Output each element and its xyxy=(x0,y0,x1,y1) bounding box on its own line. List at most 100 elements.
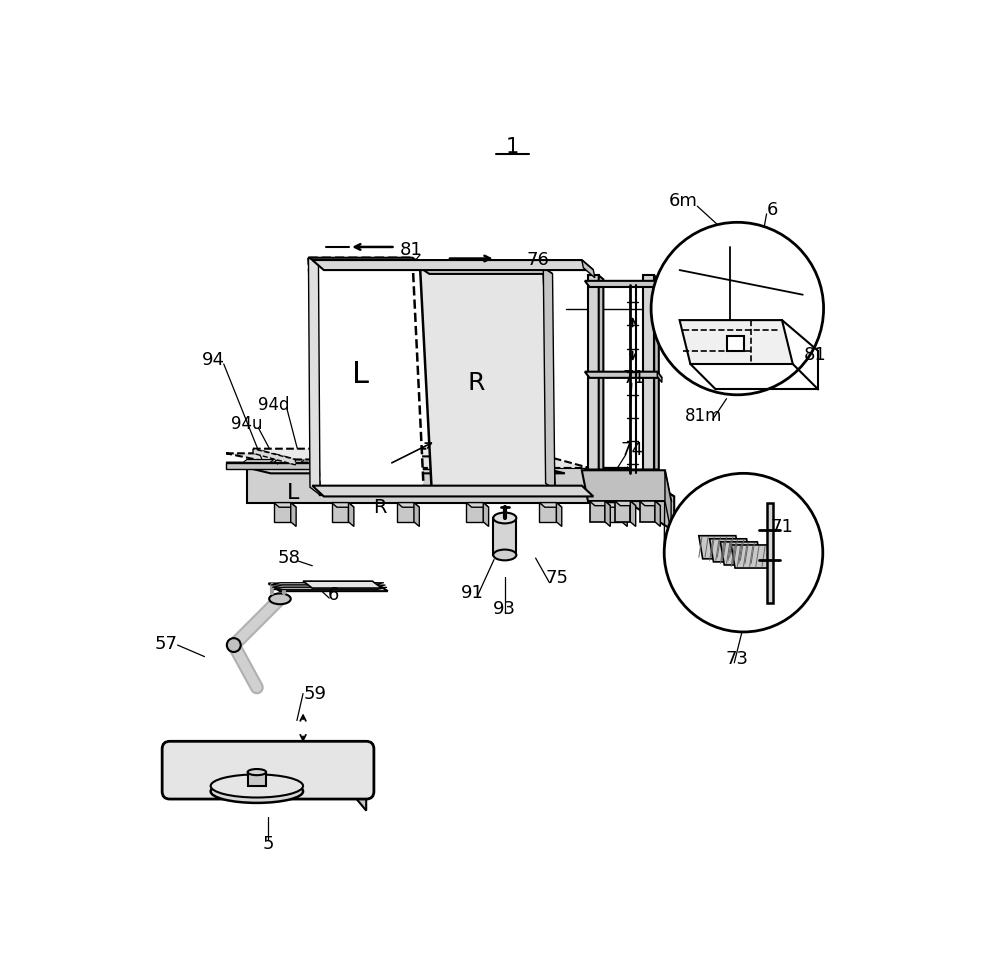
Polygon shape xyxy=(308,460,339,463)
Text: 5: 5 xyxy=(263,835,274,853)
Text: 1: 1 xyxy=(506,137,519,157)
Polygon shape xyxy=(332,503,348,521)
Polygon shape xyxy=(585,469,662,475)
Polygon shape xyxy=(710,539,750,562)
Polygon shape xyxy=(657,281,662,292)
Polygon shape xyxy=(657,469,662,480)
Text: 94: 94 xyxy=(202,351,225,369)
Polygon shape xyxy=(348,503,354,526)
Polygon shape xyxy=(655,501,660,526)
Polygon shape xyxy=(397,503,414,521)
Text: 81: 81 xyxy=(399,241,422,259)
Polygon shape xyxy=(622,503,627,526)
Polygon shape xyxy=(274,587,387,590)
Polygon shape xyxy=(226,463,520,468)
Polygon shape xyxy=(347,764,366,810)
Ellipse shape xyxy=(269,594,291,605)
Polygon shape xyxy=(543,268,555,489)
Polygon shape xyxy=(720,542,761,564)
Text: 76: 76 xyxy=(526,251,549,270)
Polygon shape xyxy=(274,503,296,508)
Polygon shape xyxy=(657,371,662,382)
Polygon shape xyxy=(654,275,659,499)
Polygon shape xyxy=(414,503,419,526)
Polygon shape xyxy=(731,545,772,568)
Text: 81: 81 xyxy=(804,346,826,364)
Polygon shape xyxy=(248,772,266,786)
Polygon shape xyxy=(170,764,347,788)
Text: 59: 59 xyxy=(303,685,326,703)
Polygon shape xyxy=(539,503,556,521)
Polygon shape xyxy=(630,501,636,526)
Text: L: L xyxy=(287,483,299,504)
Polygon shape xyxy=(272,585,385,587)
Text: 94u: 94u xyxy=(231,416,263,433)
Polygon shape xyxy=(628,468,674,531)
Polygon shape xyxy=(478,460,509,463)
Polygon shape xyxy=(539,503,562,508)
Polygon shape xyxy=(582,470,671,501)
Polygon shape xyxy=(247,468,674,497)
Polygon shape xyxy=(291,503,296,526)
Polygon shape xyxy=(312,486,593,497)
Polygon shape xyxy=(226,454,565,463)
Polygon shape xyxy=(605,503,622,521)
Text: L: L xyxy=(352,360,369,388)
Polygon shape xyxy=(699,536,740,559)
Polygon shape xyxy=(599,275,603,499)
Polygon shape xyxy=(605,501,610,526)
Ellipse shape xyxy=(227,638,241,652)
Text: 93: 93 xyxy=(493,600,516,617)
Polygon shape xyxy=(590,501,605,521)
Polygon shape xyxy=(420,268,553,273)
Text: 58: 58 xyxy=(278,549,301,567)
Polygon shape xyxy=(170,764,366,792)
Polygon shape xyxy=(308,258,422,264)
Text: 91: 91 xyxy=(461,584,484,603)
Ellipse shape xyxy=(211,774,303,798)
Polygon shape xyxy=(226,463,565,473)
Text: R: R xyxy=(468,371,485,395)
Polygon shape xyxy=(767,503,773,603)
Text: 71: 71 xyxy=(771,518,793,536)
Polygon shape xyxy=(366,457,590,468)
FancyBboxPatch shape xyxy=(162,741,374,799)
Polygon shape xyxy=(253,449,509,460)
Text: 81m: 81m xyxy=(685,408,722,425)
Circle shape xyxy=(664,473,823,632)
Polygon shape xyxy=(615,501,636,506)
Polygon shape xyxy=(727,335,744,351)
Circle shape xyxy=(651,222,824,395)
Ellipse shape xyxy=(248,769,266,775)
Polygon shape xyxy=(615,501,630,521)
Polygon shape xyxy=(253,449,295,465)
Polygon shape xyxy=(466,503,489,508)
Text: 75: 75 xyxy=(546,569,569,587)
Text: 6m: 6m xyxy=(669,192,698,210)
Ellipse shape xyxy=(211,780,303,803)
Polygon shape xyxy=(274,503,291,521)
Polygon shape xyxy=(556,503,562,526)
Text: 71: 71 xyxy=(623,368,646,387)
Polygon shape xyxy=(466,503,483,521)
Polygon shape xyxy=(588,275,599,495)
Polygon shape xyxy=(420,268,555,489)
Text: 94d: 94d xyxy=(258,396,290,414)
Polygon shape xyxy=(640,501,655,521)
Polygon shape xyxy=(585,371,662,378)
Text: 6: 6 xyxy=(766,201,778,219)
Polygon shape xyxy=(268,583,388,591)
Polygon shape xyxy=(640,501,660,506)
Ellipse shape xyxy=(493,550,516,561)
Ellipse shape xyxy=(493,513,516,523)
Polygon shape xyxy=(271,583,384,585)
Polygon shape xyxy=(308,258,320,495)
Polygon shape xyxy=(385,460,416,463)
Polygon shape xyxy=(243,460,274,463)
Polygon shape xyxy=(303,581,382,588)
Polygon shape xyxy=(483,503,489,526)
Polygon shape xyxy=(397,503,419,508)
Polygon shape xyxy=(585,281,662,287)
Polygon shape xyxy=(493,518,516,555)
Text: 74: 74 xyxy=(620,441,643,460)
